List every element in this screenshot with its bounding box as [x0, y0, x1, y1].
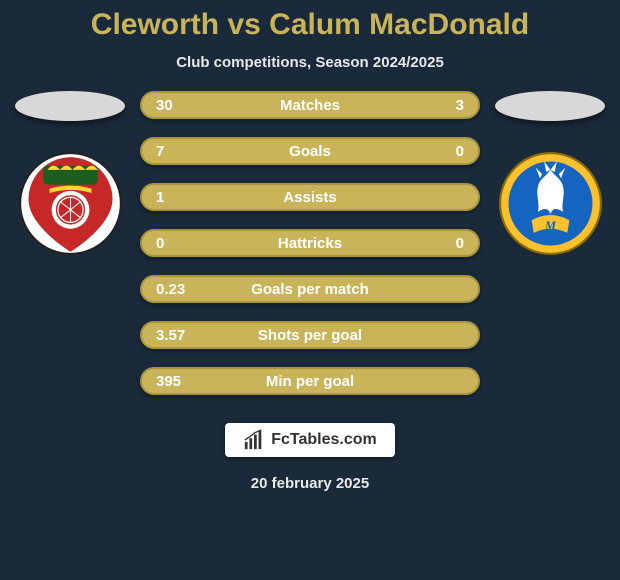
- stat-left-value: 395: [156, 373, 206, 390]
- stat-label: Goals: [206, 143, 414, 160]
- date-text: 20 february 2025: [251, 475, 369, 492]
- stat-row-hattricks: 0 Hattricks 0: [140, 229, 480, 257]
- stat-label: Goals per match: [206, 281, 414, 298]
- player1-photo-placeholder: [15, 91, 125, 121]
- player2-photo-placeholder: [495, 91, 605, 121]
- stat-row-matches: 30 Matches 3: [140, 91, 480, 119]
- stat-label: Min per goal: [206, 373, 414, 390]
- mansfield-crest-icon: M: [498, 151, 603, 256]
- stat-label: Shots per goal: [206, 327, 414, 344]
- stat-left-value: 3.57: [156, 327, 206, 344]
- chart-icon: [243, 429, 265, 451]
- stat-right-value: 3: [414, 97, 464, 114]
- stat-left-value: 7: [156, 143, 206, 160]
- stat-row-min-per-goal: 395 Min per goal: [140, 367, 480, 395]
- wrexham-crest-icon: [18, 151, 123, 256]
- stat-left-value: 0: [156, 235, 206, 252]
- player1-column: [10, 91, 130, 256]
- player2-column: M: [490, 91, 610, 256]
- stat-label: Hattricks: [206, 235, 414, 252]
- stats-column: 30 Matches 3 7 Goals 0 1 Assists 0 Hattr…: [140, 91, 480, 395]
- brand-text: FcTables.com: [271, 431, 377, 449]
- stat-label: Matches: [206, 97, 414, 114]
- player1-club-crest: [18, 151, 123, 256]
- stat-row-shots-per-goal: 3.57 Shots per goal: [140, 321, 480, 349]
- page-title: Cleworth vs Calum MacDonald: [91, 8, 529, 42]
- stat-left-value: 0.23: [156, 281, 206, 298]
- subtitle: Club competitions, Season 2024/2025: [176, 54, 444, 71]
- stat-label: Assists: [206, 189, 414, 206]
- svg-text:M: M: [543, 219, 556, 233]
- stat-row-goals: 7 Goals 0: [140, 137, 480, 165]
- stat-right-value: 0: [414, 143, 464, 160]
- stat-right-value: 0: [414, 235, 464, 252]
- stat-row-assists: 1 Assists: [140, 183, 480, 211]
- stat-row-goals-per-match: 0.23 Goals per match: [140, 275, 480, 303]
- comparison-card: Cleworth vs Calum MacDonald Club competi…: [0, 0, 620, 580]
- stat-left-value: 1: [156, 189, 206, 206]
- stat-left-value: 30: [156, 97, 206, 114]
- brand-badge[interactable]: FcTables.com: [225, 423, 395, 457]
- main-row: 30 Matches 3 7 Goals 0 1 Assists 0 Hattr…: [0, 91, 620, 395]
- player2-club-crest: M: [498, 151, 603, 256]
